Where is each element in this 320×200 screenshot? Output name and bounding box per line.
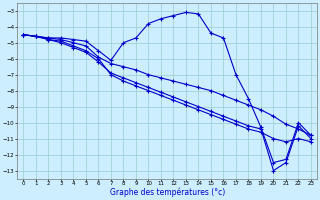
- X-axis label: Graphe des températures (°c): Graphe des températures (°c): [109, 188, 225, 197]
